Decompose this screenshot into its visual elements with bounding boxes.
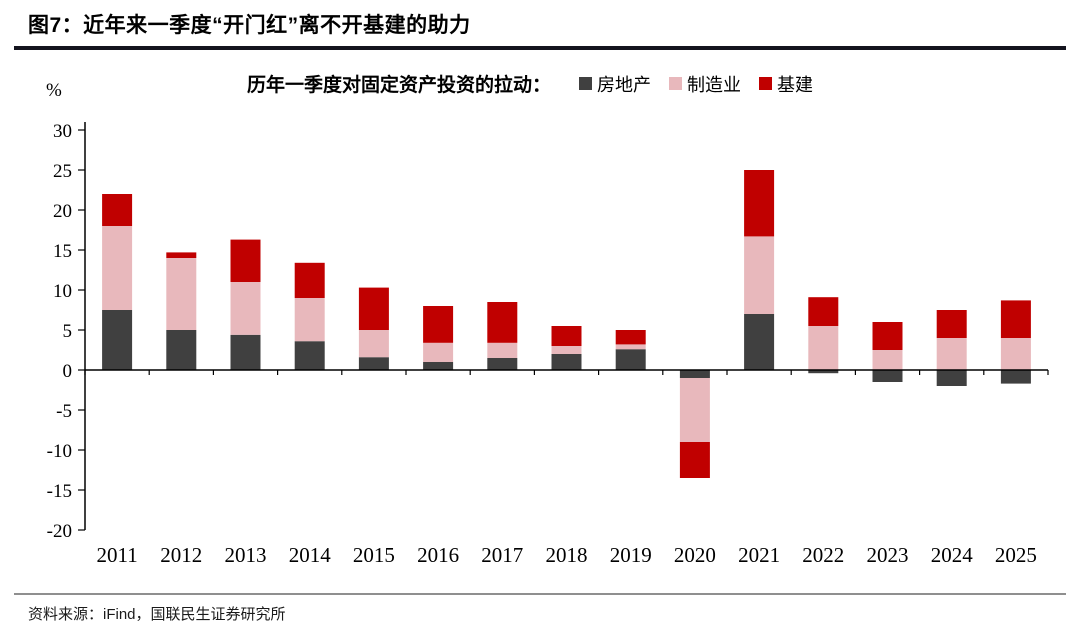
bar-segment-制造业-2014 <box>294 298 325 342</box>
x-category-label: 2019 <box>610 543 652 567</box>
bar-segment-房地产-2020 <box>679 370 710 378</box>
legend: 房地产 制造业 基建 <box>561 71 813 97</box>
legend-item: 制造业 <box>669 71 741 97</box>
bar-segment-房地产-2024 <box>936 370 967 386</box>
bar-segment-基建-2011 <box>102 194 133 226</box>
y-tick-label: 15 <box>53 241 72 262</box>
bar-segment-房地产-2013 <box>230 334 261 370</box>
bar-segment-房地产-2023 <box>872 370 903 382</box>
y-tick-label: 20 <box>53 201 72 222</box>
bar-segment-制造业-2022 <box>808 326 839 370</box>
y-tick-label: -10 <box>47 441 72 462</box>
bar-segment-基建-2017 <box>487 302 518 343</box>
bar-segment-制造业-2024 <box>936 338 967 370</box>
x-category-label: 2023 <box>867 543 909 567</box>
title-underline <box>14 46 1066 50</box>
bar-segment-基建-2015 <box>358 287 389 330</box>
bar-segment-房地产-2018 <box>551 354 582 370</box>
bar-segment-制造业-2018 <box>551 346 582 354</box>
legend-item: 基建 <box>759 71 813 97</box>
x-category-label: 2015 <box>353 543 395 567</box>
bar-segment-基建-2019 <box>615 330 646 345</box>
bar-segment-制造业-2020 <box>679 378 710 442</box>
x-category-label: 2022 <box>802 543 844 567</box>
bar-segment-基建-2024 <box>936 310 967 338</box>
y-tick-label: 25 <box>53 161 72 182</box>
bar-segment-基建-2020 <box>679 442 710 478</box>
x-category-label: 2012 <box>160 543 202 567</box>
bar-segment-基建-2014 <box>294 262 325 298</box>
bar-segment-基建-2018 <box>551 326 582 346</box>
bar-segment-房地产-2014 <box>294 341 325 370</box>
bar-segment-制造业-2016 <box>423 342 454 362</box>
legend-item: 房地产 <box>579 71 651 97</box>
figure-footer: 资料来源：iFind，国联民生证券研究所 <box>0 593 1080 636</box>
x-category-label: 2020 <box>674 543 716 567</box>
bar-segment-制造业-2011 <box>102 226 133 310</box>
legend-label: 制造业 <box>687 74 741 95</box>
legend-swatch <box>579 77 592 90</box>
y-axis-unit-label: % <box>46 80 62 101</box>
figure-header: 图7：近年来一季度“开门红”离不开基建的助力 <box>0 0 1080 50</box>
bar-segment-房地产-2012 <box>166 330 197 370</box>
bar-segment-基建-2021 <box>744 170 775 237</box>
bar-segment-基建-2025 <box>1000 300 1031 338</box>
legend-label: 房地产 <box>597 74 651 95</box>
y-tick-label: 0 <box>63 361 73 382</box>
bar-segment-基建-2012 <box>166 252 197 258</box>
chart-title: 历年一季度对固定资产投资的拉动： <box>246 75 551 96</box>
x-category-label: 2025 <box>995 543 1037 567</box>
x-category-label: 2014 <box>289 543 332 567</box>
y-tick-label: 5 <box>63 321 73 342</box>
bar-segment-制造业-2017 <box>487 342 518 358</box>
bar-segment-房地产-2017 <box>487 358 518 370</box>
legend-swatch <box>669 77 682 90</box>
x-category-label: 2021 <box>738 543 780 567</box>
bar-segment-房地产-2021 <box>744 314 775 370</box>
bar-segment-房地产-2016 <box>423 362 454 370</box>
legend-label: 基建 <box>777 74 813 95</box>
x-category-label: 2013 <box>225 543 267 567</box>
bar-segment-基建-2022 <box>808 297 839 326</box>
bar-segment-制造业-2015 <box>358 330 389 358</box>
bar-segment-房地产-2025 <box>1000 370 1031 384</box>
bar-segment-房地产-2015 <box>358 357 389 370</box>
bar-segment-房地产-2019 <box>615 349 646 370</box>
page: 图7：近年来一季度“开门红”离不开基建的助力 % 历年一季度对固定资产投资的拉动… <box>0 0 1080 623</box>
source-note: 资料来源：iFind，国联民生证券研究所 <box>28 606 286 623</box>
bar-segment-房地产-2022 <box>808 370 839 374</box>
y-tick-label: -20 <box>47 521 72 542</box>
bar-segment-基建-2013 <box>230 239 261 282</box>
bar-segment-基建-2016 <box>423 306 454 343</box>
legend-swatch <box>759 77 772 90</box>
bar-segment-制造业-2013 <box>230 282 261 335</box>
bar-segment-制造业-2023 <box>872 350 903 370</box>
x-category-label: 2017 <box>481 543 523 567</box>
bar-segment-制造业-2025 <box>1000 338 1031 370</box>
y-tick-label: -15 <box>47 481 72 502</box>
y-tick-label: 30 <box>53 121 72 142</box>
bar-segment-房地产-2011 <box>102 310 133 370</box>
bar-segment-基建-2023 <box>872 322 903 350</box>
x-category-label: 2018 <box>546 543 588 567</box>
y-tick-label: 10 <box>53 281 72 302</box>
chart-header-row: 历年一季度对固定资产投资的拉动： 房地产 制造业 基建 <box>120 70 940 97</box>
figure-title: 图7：近年来一季度“开门红”离不开基建的助力 <box>28 14 471 37</box>
x-category-label: 2024 <box>931 543 974 567</box>
footer-divider <box>14 593 1066 595</box>
y-tick-label: -5 <box>56 401 72 422</box>
x-category-label: 2011 <box>96 543 137 567</box>
x-category-label: 2016 <box>417 543 459 567</box>
bar-segment-制造业-2021 <box>744 236 775 314</box>
bar-segment-制造业-2019 <box>615 344 646 350</box>
bar-segment-制造业-2012 <box>166 258 197 330</box>
